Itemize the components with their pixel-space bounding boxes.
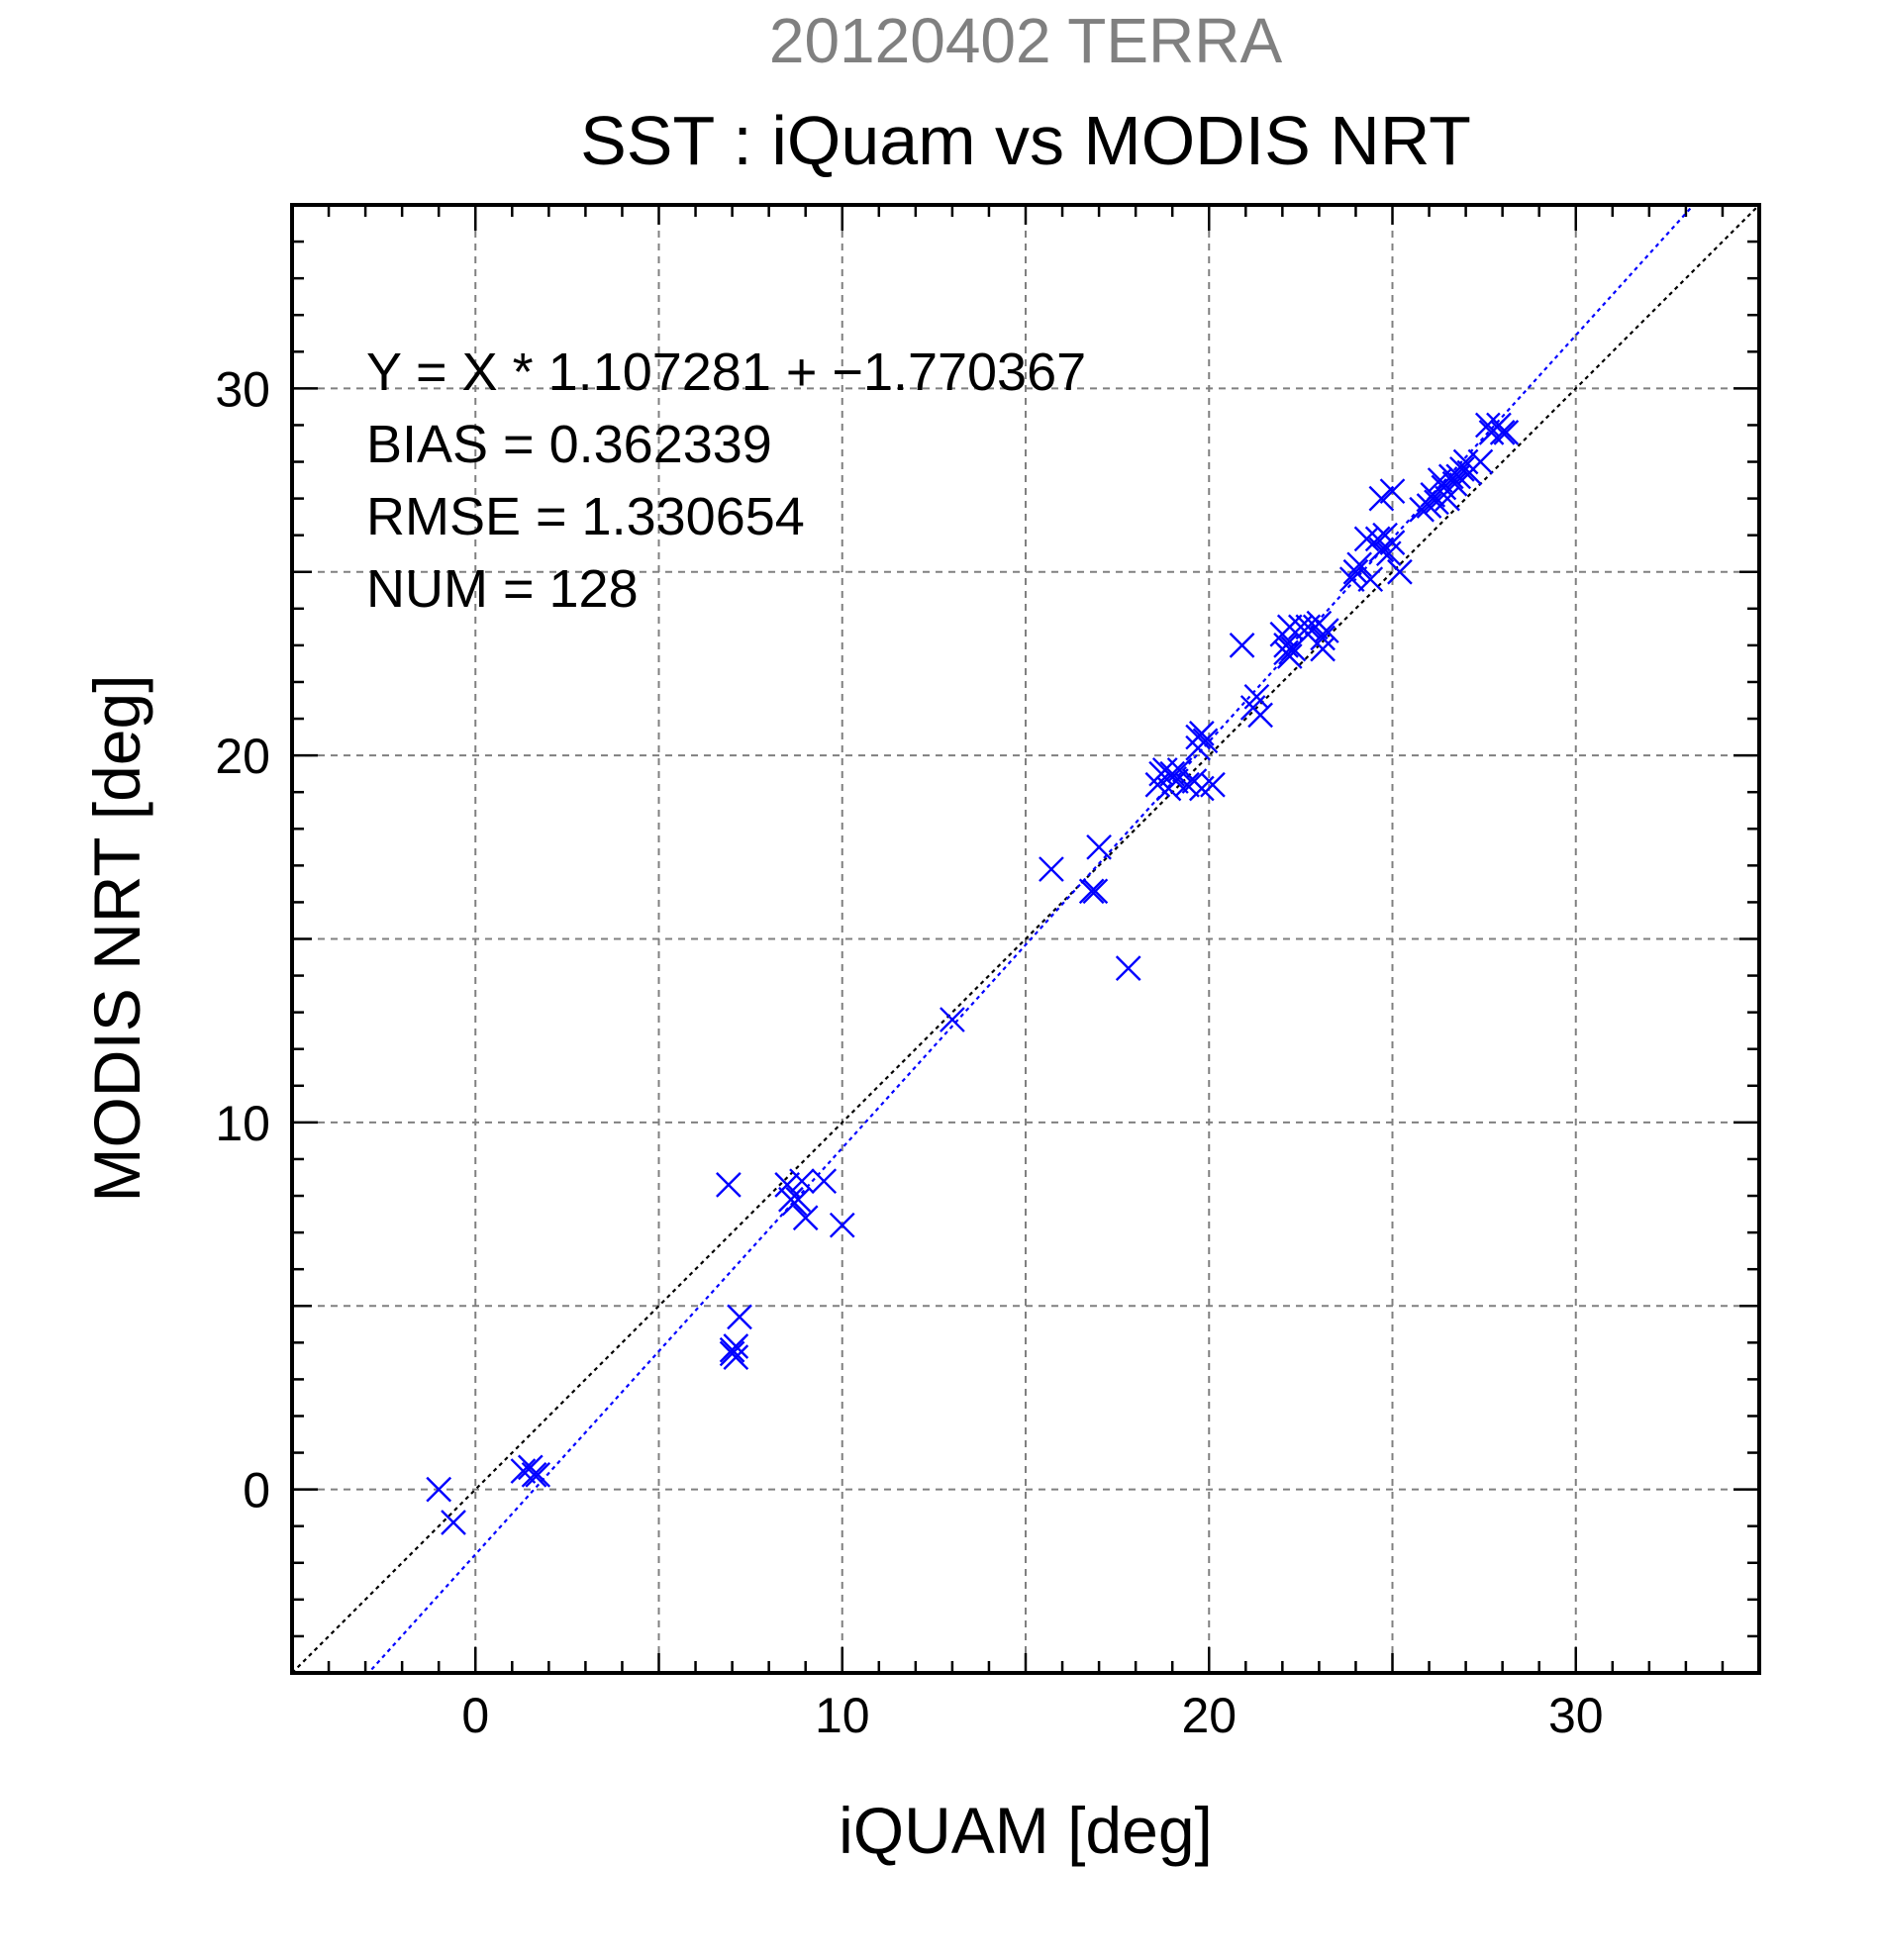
x-tick-label: 0 xyxy=(461,1688,489,1743)
bias-stat: BIAS = 0.362339 xyxy=(366,415,772,474)
tick-labels: 0 10 20 30 0 10 20 30 xyxy=(215,361,1603,1743)
data-point xyxy=(774,1172,801,1198)
stats-box: Y = X * 1.107281 + −1.770367 BIAS = 0.36… xyxy=(366,343,1086,619)
y-axis-label: MODIS NRT [deg] xyxy=(80,674,153,1202)
data-point xyxy=(1368,485,1395,512)
data-point xyxy=(723,1333,749,1359)
data-point xyxy=(1192,728,1219,754)
data-point xyxy=(1082,878,1109,905)
grid-lines xyxy=(292,205,1759,1673)
data-point xyxy=(1379,478,1406,505)
y-tick-label: 0 xyxy=(243,1463,270,1519)
x-axis-label: iQUAM [deg] xyxy=(839,1794,1213,1867)
data-point xyxy=(1166,757,1193,783)
data-point xyxy=(1493,420,1520,445)
x-tick-label: 20 xyxy=(1181,1688,1237,1743)
data-point xyxy=(1276,643,1303,669)
chart-supertitle: 20120402 TERRA xyxy=(769,5,1283,76)
data-point xyxy=(940,1007,965,1032)
data-point xyxy=(811,1168,838,1195)
num-stat: NUM = 128 xyxy=(366,559,639,619)
data-point xyxy=(1489,420,1516,445)
y-tick-label: 30 xyxy=(215,361,270,417)
data-point xyxy=(1357,566,1384,593)
data-point xyxy=(1338,566,1365,593)
data-point xyxy=(1342,558,1369,585)
data-point xyxy=(723,1344,749,1371)
data-point xyxy=(1368,537,1395,563)
data-point xyxy=(1229,633,1255,658)
data-point xyxy=(426,1476,452,1503)
data-point xyxy=(792,1205,819,1231)
data-point xyxy=(1474,412,1501,439)
data-point xyxy=(1115,955,1141,982)
data-point xyxy=(1078,878,1105,905)
chart-title: SST : iQuam vs MODIS NRT xyxy=(580,102,1471,179)
data-point xyxy=(1039,856,1064,882)
data-point xyxy=(1379,530,1406,555)
data-point xyxy=(1247,702,1273,729)
data-point xyxy=(1435,485,1460,512)
data-point xyxy=(789,1168,815,1195)
x-tick-label: 10 xyxy=(815,1688,870,1743)
data-point xyxy=(829,1212,855,1238)
data-point xyxy=(521,1461,547,1488)
data-point xyxy=(525,1461,551,1488)
data-point xyxy=(1188,721,1215,746)
rmse-stat: RMSE = 1.330654 xyxy=(366,487,805,546)
data-point xyxy=(1200,771,1226,798)
data-point xyxy=(1441,470,1468,497)
data-point xyxy=(1276,614,1303,640)
y-tick-label: 10 xyxy=(215,1096,270,1151)
plot-frame xyxy=(290,203,1761,1675)
data-point xyxy=(1310,636,1336,662)
data-point xyxy=(1346,551,1373,578)
data-points xyxy=(426,412,1520,1535)
data-point xyxy=(1310,625,1336,651)
data-point xyxy=(716,1172,742,1198)
data-point xyxy=(1280,636,1307,662)
data-point xyxy=(1449,456,1475,482)
data-point xyxy=(1174,771,1200,798)
y-tick-label: 20 xyxy=(215,729,270,784)
data-point xyxy=(441,1510,466,1535)
data-point xyxy=(1387,558,1413,585)
data-point xyxy=(1467,448,1494,475)
data-point xyxy=(1353,526,1380,552)
data-point xyxy=(1159,760,1186,787)
data-point xyxy=(727,1304,752,1330)
data-point xyxy=(1409,496,1435,523)
regression-fit-line xyxy=(366,205,1696,1673)
data-point xyxy=(1086,833,1112,860)
x-tick-label: 30 xyxy=(1548,1688,1604,1743)
regression-equation: Y = X * 1.107281 + −1.770367 xyxy=(366,343,1086,402)
identity-line xyxy=(292,205,1759,1673)
